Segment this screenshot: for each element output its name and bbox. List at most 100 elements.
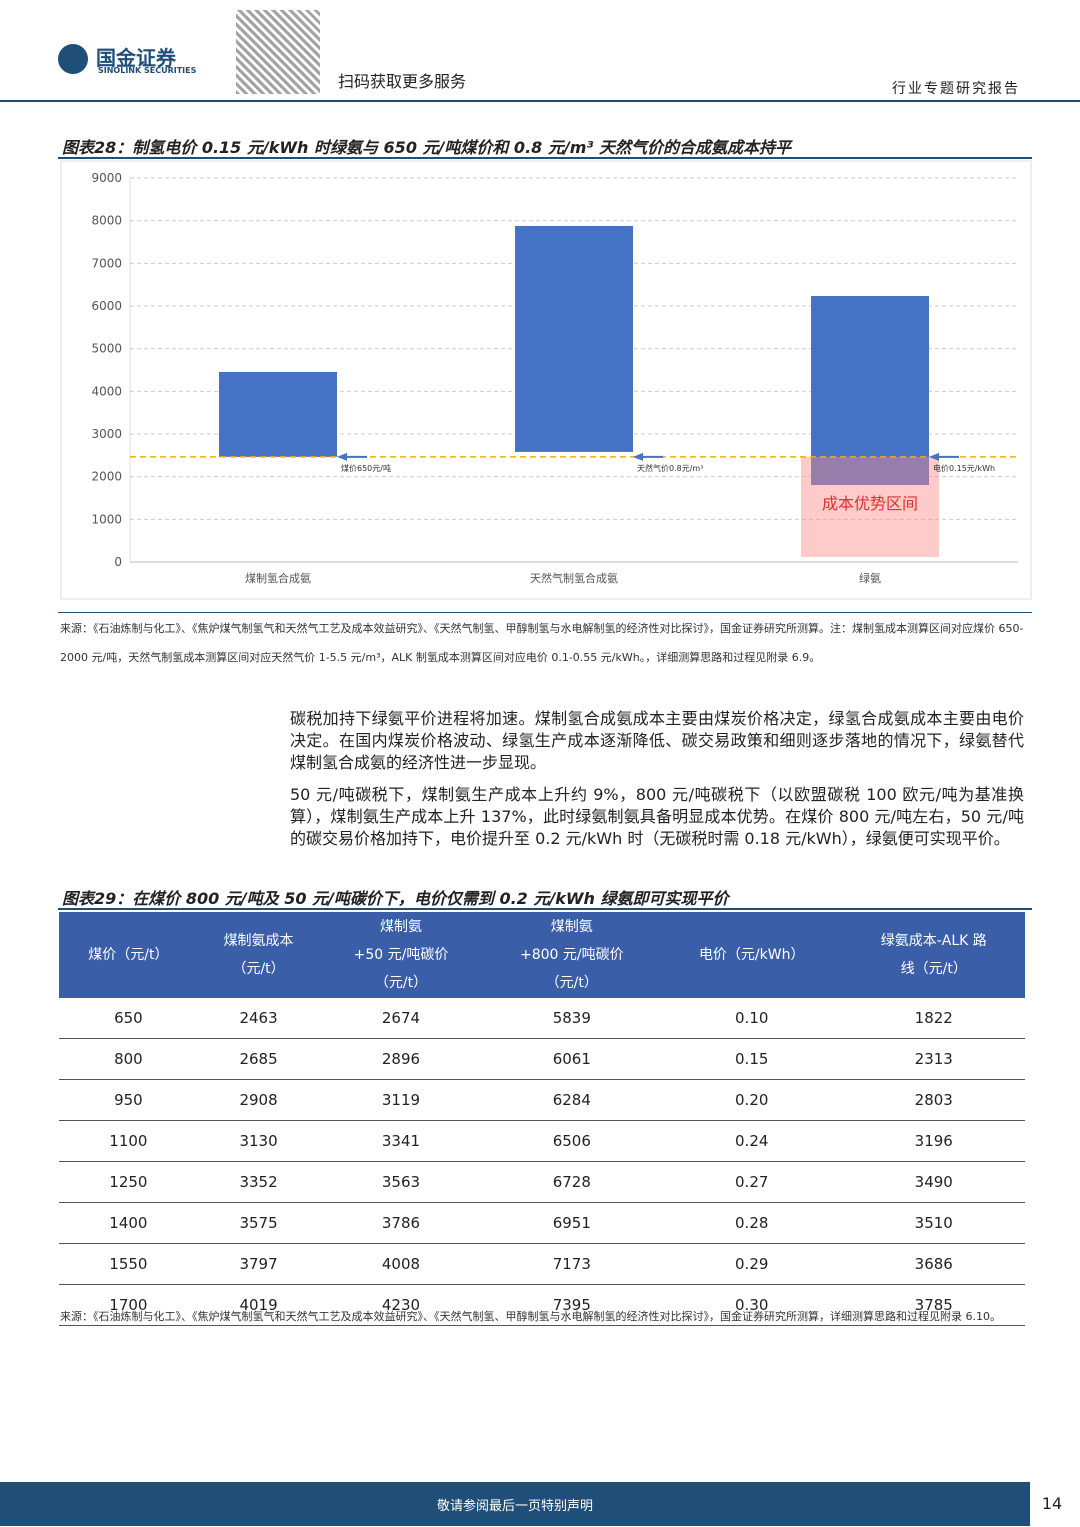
cell: 3686 <box>842 1243 1025 1285</box>
cell: 4019 <box>197 1284 320 1326</box>
plot-frame <box>60 160 1032 600</box>
cell: 7173 <box>482 1243 661 1285</box>
row: 1250 3352 3563 6728 0.27 3490 <box>59 1161 1025 1203</box>
zone-label: 成本优势区间 <box>822 494 918 513</box>
header-cell: 电价（元/kWh） <box>660 912 843 998</box>
figure-title: 图表29：在煤价 800 元/吨及 50 元/吨碳价下，电价仅需到 0.2 元/… <box>62 889 729 908</box>
cell: 6951 <box>482 1202 661 1244</box>
annotation: 天然气价0.8元/m³ <box>637 463 703 473</box>
cell: 3341 <box>319 1120 483 1162</box>
qr-text: 扫码获取更多服务 <box>338 72 467 91</box>
header-line: 煤价（元/t） <box>88 947 169 963</box>
row: 800 2685 2896 6061 0.15 2313 <box>59 1038 1025 1080</box>
y-tick-label: 6000 <box>91 299 122 313</box>
cell: 3797 <box>197 1243 320 1285</box>
cell: 1550 <box>59 1243 198 1285</box>
rule <box>58 612 1032 613</box>
cell: 3490 <box>842 1161 1025 1203</box>
cell: 2313 <box>842 1038 1025 1080</box>
header-line: 电价（元/kWh） <box>698 947 805 963</box>
row: 1700 4019 4230 7395 0.30 3785 <box>59 1284 1025 1326</box>
header-cell: 绿氨成本-ALK 路线（元/t） <box>842 912 1025 998</box>
cell: 1822 <box>842 998 1025 1039</box>
header-line: 绿氨成本-ALK 路 <box>880 933 987 949</box>
cell: 4230 <box>319 1284 483 1326</box>
arrow <box>337 452 367 461</box>
data-table: 煤价（元/t） 煤制氨成本 （元/t） 煤制氨 +50 元/吨碳价 （元/t） 煤制氨 +80… <box>59 912 1025 1326</box>
cell: 0.29 <box>660 1243 843 1285</box>
cell: 2685 <box>197 1038 320 1080</box>
cell: 0.15 <box>660 1038 843 1080</box>
cell: 950 <box>59 1079 198 1121</box>
cell: 3130 <box>197 1120 320 1162</box>
cell: 3786 <box>319 1202 483 1244</box>
cell: 2674 <box>319 998 483 1039</box>
header-line: （元/t） <box>545 975 598 991</box>
cell: 6284 <box>482 1079 661 1121</box>
cell: 0.10 <box>660 998 843 1039</box>
cell: 650 <box>59 998 198 1039</box>
source: 来源：《石油炼制与化工》、《焦炉煤气制氢气和天然气工艺及成本效益研究》、《天然气… <box>60 622 1024 664</box>
cell: 0.24 <box>660 1120 843 1162</box>
y-tick-label: 5000 <box>91 342 122 356</box>
footer-bar <box>0 1482 1030 1526</box>
cell: 1700 <box>59 1284 198 1326</box>
header-line: +800 元/吨碳价 <box>519 947 624 963</box>
y-tick-label: 1000 <box>91 512 122 526</box>
cell: 3785 <box>842 1284 1025 1326</box>
row: 650 2463 2674 5839 0.10 1822 <box>59 998 1025 1039</box>
header-line: +50 元/吨碳价 <box>353 947 449 963</box>
arrow <box>929 452 959 461</box>
chart: 0 1000 2000 3000 4000 5000 6000 7000 8000 9000 煤制氢… <box>60 160 1032 600</box>
header-line: 线（元/t） <box>900 961 967 977</box>
cell: 7395 <box>482 1284 661 1326</box>
cell: 2463 <box>197 998 320 1039</box>
annotation: 电价0.15元/kWh <box>933 463 995 473</box>
y-tick-label: 0 <box>114 555 122 569</box>
advantage-zone <box>801 456 939 557</box>
cell: 800 <box>59 1038 198 1080</box>
cell: 3510 <box>842 1202 1025 1244</box>
header-cell: 煤制氨 +800 元/吨碳价 （元/t） <box>482 912 661 998</box>
row: 1550 3797 4008 7173 0.29 3686 <box>59 1243 1025 1285</box>
qr-code <box>236 10 320 94</box>
rule <box>58 908 1032 910</box>
cell: 3119 <box>319 1079 483 1121</box>
x-tick-label: 煤制氢合成氨 <box>245 571 311 585</box>
cell: 3196 <box>842 1120 1025 1162</box>
arrow <box>633 452 663 461</box>
header-cell: 煤价（元/t） <box>59 912 198 998</box>
header-row: 煤价（元/t） 煤制氨成本 （元/t） 煤制氨 +50 元/吨碳价 （元/t） 煤制氨 +80… <box>59 912 1025 998</box>
cell: 0.30 <box>660 1284 843 1326</box>
annotation: 煤价650元/吨 <box>341 463 391 473</box>
cell: 6506 <box>482 1120 661 1162</box>
header-cell: 煤制氨 +50 元/吨碳价 （元/t） <box>319 912 483 998</box>
y-tick-label: 8000 <box>91 214 122 228</box>
cell: 4008 <box>319 1243 483 1285</box>
header-rule <box>0 100 1080 102</box>
row: 1400 3575 3786 6951 0.28 3510 <box>59 1202 1025 1244</box>
cell: 3575 <box>197 1202 320 1244</box>
logo-icon <box>58 44 88 74</box>
paragraph: 碳税加持下绿氨平价进程将加速。煤制氢合成氨成本主要由煤炭价格决定，绿氢合成氨成本… <box>290 709 1024 772</box>
header-line: 煤制氨 <box>550 919 593 935</box>
cell: 1100 <box>59 1120 198 1162</box>
cell: 0.20 <box>660 1079 843 1121</box>
cell: 3352 <box>197 1161 320 1203</box>
y-tick-label: 9000 <box>91 171 122 185</box>
y-tick-label: 2000 <box>91 470 122 484</box>
cell: 0.27 <box>660 1161 843 1203</box>
page-number: 14 <box>1041 1494 1063 1513</box>
cell: 1250 <box>59 1161 198 1203</box>
header-cell: 煤制氨成本 （元/t） <box>197 912 320 998</box>
y-tick-label: 3000 <box>91 427 122 441</box>
header-line: 煤制氨 <box>379 919 422 935</box>
footer-notice: 敬请参阅最后一页特别声明 <box>436 1499 593 1514</box>
header-line: （元/t） <box>374 975 428 991</box>
source: 来源：《石油炼制与化工》、《焦炉煤气制氢气和天然气工艺及成本效益研究》、《天然气… <box>60 1310 1001 1323</box>
body-text: 碳税加持下绿氨平价进程将加速。煤制氢合成氨成本主要由煤炭价格决定，绿氢合成氨成本… <box>290 708 1024 860</box>
brand: 国金证券 <box>96 46 176 70</box>
row: 1100 3130 3341 6506 0.24 3196 <box>59 1120 1025 1162</box>
bar <box>515 226 633 452</box>
